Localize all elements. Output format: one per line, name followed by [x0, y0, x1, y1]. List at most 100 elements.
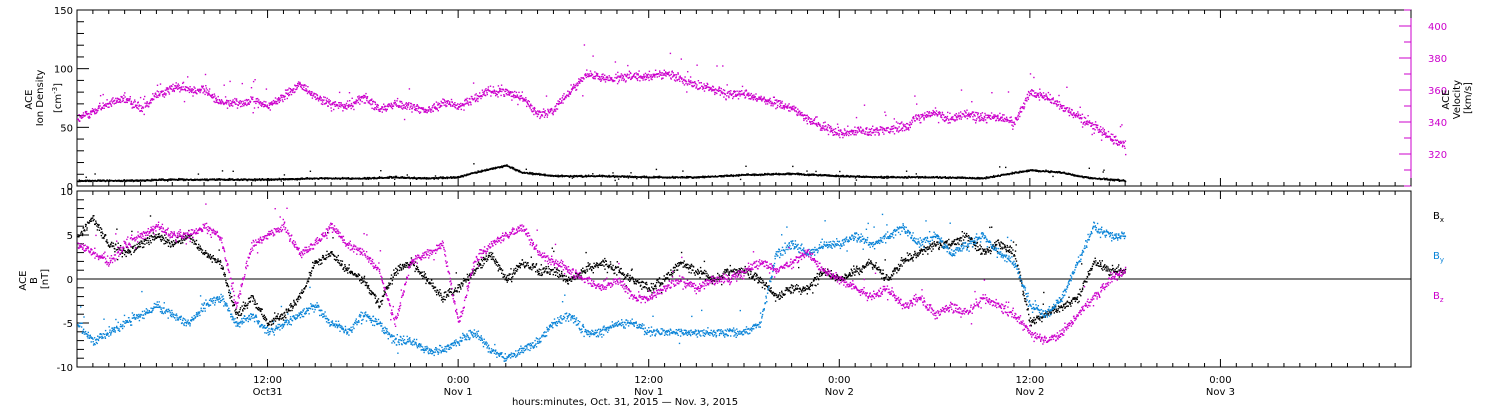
density-point [427, 178, 429, 180]
velocity-point [1123, 141, 1125, 144]
velocity-point [845, 134, 848, 137]
velocity-point [809, 118, 812, 120]
velocity-point [1125, 153, 1127, 156]
velocity-point [239, 105, 242, 108]
velocity-point [755, 97, 758, 100]
velocity-point [747, 92, 749, 94]
velocity-point [355, 101, 358, 103]
velocity-point [286, 97, 288, 100]
velocity-point [363, 94, 365, 97]
velocity-point [544, 110, 546, 112]
velocity-point [746, 93, 748, 96]
velocity-point [750, 98, 752, 100]
velocity-point [842, 136, 844, 139]
velocity-point [1019, 110, 1021, 112]
velocity-point [682, 82, 684, 84]
velocity-point [934, 107, 937, 109]
velocity-point [468, 101, 470, 103]
velocity-point [885, 128, 888, 130]
velocity-point [789, 110, 791, 112]
velocity-point [371, 98, 373, 100]
x-tick-date-label: Nov 1 [634, 387, 663, 398]
velocity-point [571, 89, 573, 91]
velocity-point [157, 96, 159, 98]
velocity-point [675, 77, 677, 79]
velocity-point [572, 87, 574, 89]
density-point [350, 178, 353, 180]
velocity-point [672, 75, 674, 77]
velocity-point [904, 123, 906, 126]
velocity-point [687, 71, 689, 73]
density-point [169, 179, 171, 181]
velocity-point [1048, 98, 1050, 100]
velocity-point [1080, 121, 1082, 123]
density-point [300, 178, 302, 180]
velocity-point [443, 104, 445, 106]
velocity-point [680, 77, 682, 79]
velocity-point [273, 102, 275, 105]
density-point [254, 180, 256, 182]
density-point [538, 172, 540, 175]
density-point [264, 178, 267, 181]
velocity-point [780, 105, 782, 107]
velocity-point [601, 77, 604, 80]
velocity-point [591, 73, 594, 76]
velocity-point [892, 127, 895, 130]
velocity-point [326, 101, 328, 103]
velocity-point [223, 84, 225, 86]
velocity-point [941, 113, 944, 115]
density-point [305, 177, 307, 179]
velocity-point [380, 108, 382, 110]
density-point [617, 175, 619, 178]
velocity-point [1037, 95, 1040, 97]
velocity-point [774, 102, 777, 105]
density-point [162, 178, 164, 180]
density-point [351, 177, 353, 179]
velocity-point [262, 102, 264, 104]
velocity-point [479, 92, 481, 94]
velocity-point [124, 96, 126, 98]
velocity-point [345, 102, 348, 105]
velocity-point [428, 106, 430, 108]
velocity-point [182, 86, 184, 88]
velocity-point [475, 99, 477, 102]
velocity-point [796, 114, 798, 117]
density-point [529, 173, 531, 175]
velocity-point [986, 114, 989, 116]
velocity-point [1040, 93, 1042, 95]
velocity-point [935, 110, 938, 112]
velocity-point [357, 98, 360, 100]
velocity-point [308, 91, 310, 93]
velocity-point [903, 125, 905, 127]
velocity-point [814, 118, 816, 120]
velocity-point [763, 96, 765, 98]
velocity-point [519, 99, 521, 101]
density-point [786, 173, 789, 175]
velocity-point [176, 88, 179, 90]
velocity-point [492, 86, 495, 88]
velocity-point [140, 110, 142, 112]
velocity-point [705, 86, 708, 88]
velocity-point [281, 94, 283, 96]
velocity-point [375, 107, 377, 109]
velocity-point [882, 131, 884, 133]
velocity-point [771, 101, 773, 104]
velocity-point [961, 116, 963, 118]
velocity-point [665, 72, 667, 74]
velocity-point [897, 122, 899, 124]
density-point [729, 175, 731, 177]
velocity-point [829, 131, 831, 133]
velocity-point [300, 84, 302, 86]
velocity-point [563, 98, 566, 101]
velocity-point [753, 94, 755, 96]
velocity-point [1097, 129, 1099, 131]
density-point [266, 179, 268, 181]
velocity-point [234, 97, 236, 100]
velocity-point [953, 119, 955, 121]
density-point [123, 179, 125, 181]
velocity-point [252, 112, 254, 114]
velocity-point [399, 101, 401, 103]
density-point [309, 178, 311, 180]
velocity-point [1115, 139, 1118, 142]
velocity-point [531, 111, 534, 113]
